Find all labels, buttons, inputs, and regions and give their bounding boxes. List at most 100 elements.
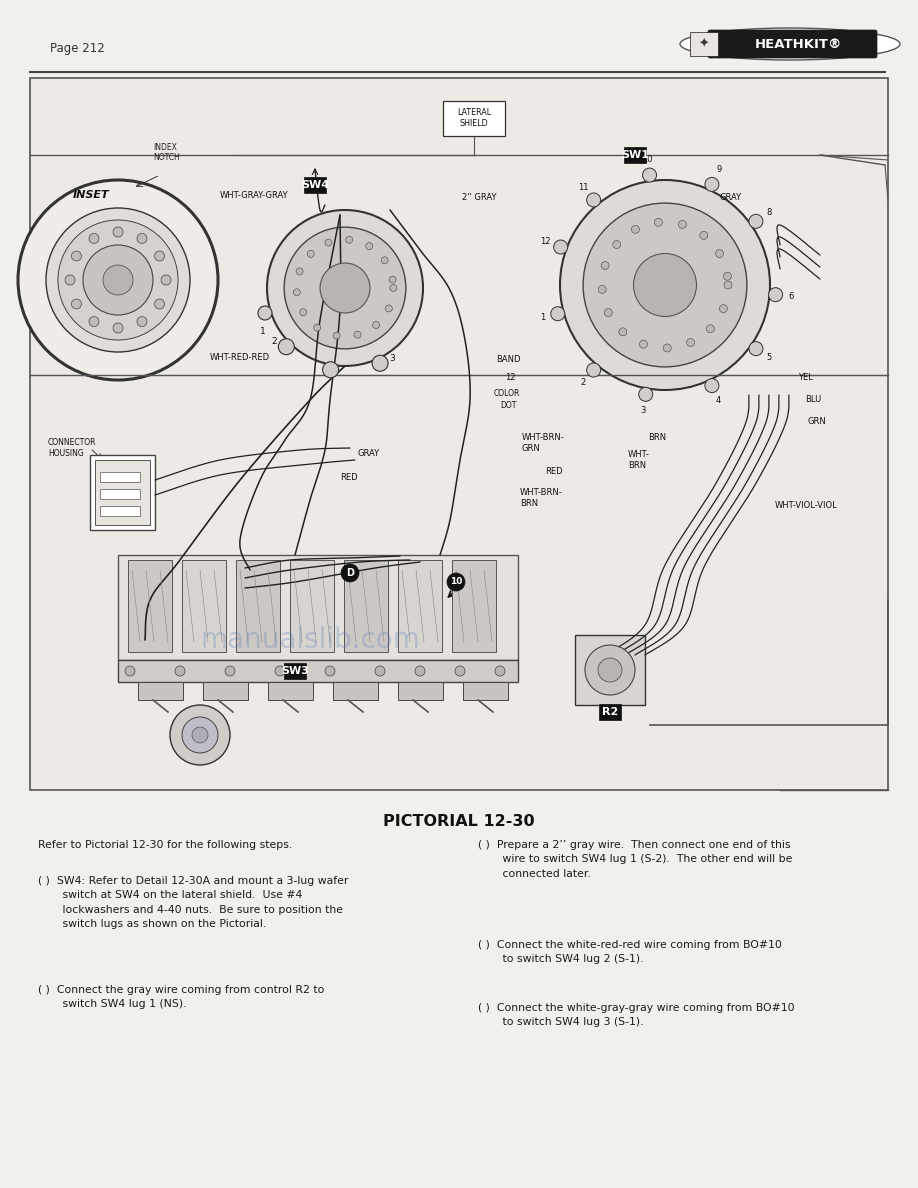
Circle shape <box>258 307 272 320</box>
Text: SW4: SW4 <box>301 181 329 190</box>
Circle shape <box>314 324 320 331</box>
Circle shape <box>455 666 465 676</box>
Circle shape <box>113 227 123 236</box>
Circle shape <box>192 727 208 742</box>
Bar <box>398 560 442 652</box>
Circle shape <box>89 233 99 244</box>
Text: GRAY: GRAY <box>720 194 742 202</box>
Bar <box>575 636 645 704</box>
Text: 11: 11 <box>578 183 588 192</box>
Circle shape <box>170 704 230 765</box>
Text: RED: RED <box>545 468 563 476</box>
Circle shape <box>587 364 600 377</box>
Bar <box>100 489 140 499</box>
Circle shape <box>749 342 763 355</box>
Bar <box>268 682 313 700</box>
Text: ( )  Connect the gray wire coming from control R2 to
       switch SW4 lug 1 (NS: ( ) Connect the gray wire coming from co… <box>38 985 324 1010</box>
Circle shape <box>640 340 647 348</box>
Text: BAND: BAND <box>496 355 521 365</box>
Text: 2: 2 <box>272 337 277 346</box>
Text: WHT-
BRN: WHT- BRN <box>628 450 650 469</box>
Circle shape <box>495 666 505 676</box>
FancyBboxPatch shape <box>690 32 718 56</box>
Circle shape <box>325 666 335 676</box>
Circle shape <box>299 309 307 316</box>
Circle shape <box>125 666 135 676</box>
Text: 3: 3 <box>389 354 395 362</box>
Circle shape <box>633 253 697 316</box>
Circle shape <box>381 257 388 264</box>
Text: BLU: BLU <box>805 396 822 404</box>
Text: D: D <box>346 568 354 579</box>
Bar <box>118 661 518 682</box>
Circle shape <box>706 324 714 333</box>
Text: YEL: YEL <box>798 373 812 383</box>
Circle shape <box>137 233 147 244</box>
Text: HEATHKIT®: HEATHKIT® <box>755 38 842 51</box>
Circle shape <box>137 316 147 327</box>
Text: 9: 9 <box>716 165 722 175</box>
Circle shape <box>83 245 153 315</box>
Text: 2'' GRAY: 2'' GRAY <box>462 194 497 202</box>
Circle shape <box>749 214 763 228</box>
Text: INDEX
NOTCH: INDEX NOTCH <box>153 143 180 162</box>
Text: SW3: SW3 <box>281 666 309 676</box>
Circle shape <box>308 251 314 258</box>
Bar <box>203 682 248 700</box>
FancyBboxPatch shape <box>304 177 326 192</box>
FancyBboxPatch shape <box>599 704 621 720</box>
Text: RED: RED <box>340 474 358 482</box>
Circle shape <box>715 249 723 258</box>
Circle shape <box>583 203 747 367</box>
Text: WHT-GRAY-GRAY: WHT-GRAY-GRAY <box>220 190 288 200</box>
Text: ✦: ✦ <box>699 38 710 51</box>
FancyBboxPatch shape <box>708 30 877 58</box>
Bar <box>138 682 183 700</box>
Circle shape <box>58 220 178 340</box>
Circle shape <box>161 274 171 285</box>
Circle shape <box>365 242 373 249</box>
Bar <box>236 560 280 652</box>
Circle shape <box>72 299 82 309</box>
Circle shape <box>320 263 370 312</box>
Circle shape <box>72 251 82 261</box>
Circle shape <box>275 666 285 676</box>
Circle shape <box>447 573 465 590</box>
Circle shape <box>346 236 353 244</box>
Bar <box>290 560 334 652</box>
Circle shape <box>182 718 218 753</box>
Bar <box>128 560 172 652</box>
Circle shape <box>285 227 406 349</box>
Circle shape <box>389 276 397 283</box>
Circle shape <box>375 666 385 676</box>
Text: WHT-RED-RED: WHT-RED-RED <box>210 354 270 362</box>
FancyBboxPatch shape <box>623 147 646 163</box>
Circle shape <box>390 284 397 291</box>
Circle shape <box>720 304 727 312</box>
Text: 4: 4 <box>716 396 722 405</box>
Circle shape <box>294 289 300 296</box>
Circle shape <box>386 305 392 312</box>
Text: manualslib.com: manualslib.com <box>200 626 420 655</box>
Circle shape <box>415 666 425 676</box>
FancyBboxPatch shape <box>284 663 307 680</box>
Text: LATERAL
SHIELD: LATERAL SHIELD <box>457 108 491 127</box>
Circle shape <box>598 658 622 682</box>
Circle shape <box>113 323 123 333</box>
Circle shape <box>643 168 656 182</box>
Text: INSET: INSET <box>73 190 109 200</box>
Circle shape <box>705 177 719 191</box>
Text: WHT-BRN-
GRN: WHT-BRN- GRN <box>522 434 565 453</box>
Circle shape <box>619 328 627 336</box>
Text: DOT: DOT <box>500 402 516 411</box>
Text: WHT-BRN-
BRN: WHT-BRN- BRN <box>520 488 563 507</box>
Circle shape <box>225 666 235 676</box>
Text: GRAY: GRAY <box>358 449 380 457</box>
Circle shape <box>333 333 340 339</box>
Circle shape <box>551 307 565 321</box>
Text: Page 212: Page 212 <box>50 42 105 55</box>
Circle shape <box>724 282 732 289</box>
Circle shape <box>18 181 218 380</box>
Text: PICTORIAL 12-30: PICTORIAL 12-30 <box>383 814 535 829</box>
Text: BRN: BRN <box>648 434 666 442</box>
